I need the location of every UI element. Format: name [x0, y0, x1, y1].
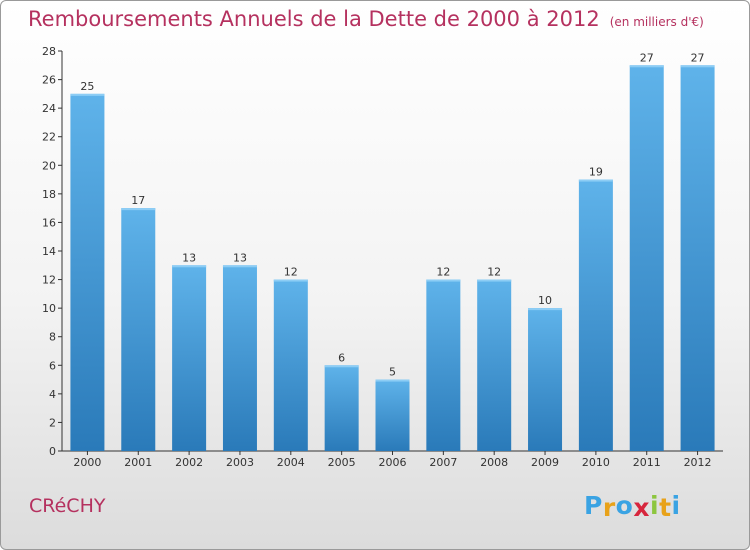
y-tick-label: 4: [49, 388, 56, 401]
bar-2000[interactable]: [70, 93, 105, 451]
bar-top-edge: [375, 379, 410, 382]
data-label-2002: 13: [182, 251, 196, 264]
bar-top-edge: [629, 65, 664, 68]
bar-2003[interactable]: [222, 265, 257, 451]
bar-top-edge: [172, 265, 207, 268]
data-label-2000: 25: [80, 80, 94, 93]
bar-2009[interactable]: [528, 308, 563, 451]
y-tick-label: 2: [49, 416, 56, 429]
y-tick-label: 26: [42, 74, 56, 87]
chart-bars: 25 17 13 13 12 6 5 12 12 10 19 27 27: [70, 51, 715, 452]
x-tick-label: 2009: [531, 456, 559, 469]
x-tick-label: 2005: [328, 456, 356, 469]
bar-2007[interactable]: [426, 279, 461, 451]
bar-top-edge: [70, 93, 105, 96]
data-label-2011: 27: [640, 51, 654, 64]
data-label-2007: 12: [436, 266, 450, 279]
bar-2001[interactable]: [121, 208, 156, 451]
data-label-2010: 19: [589, 166, 603, 179]
chart-subtitle: (en milliers d'€): [609, 15, 704, 29]
y-tick-label: 16: [42, 216, 56, 229]
commune-name: CRéCHY: [29, 495, 106, 517]
x-tick-label: 2007: [429, 456, 457, 469]
y-tick-label: 24: [42, 102, 56, 115]
x-tick-label: 2012: [684, 456, 712, 469]
bar-2010[interactable]: [578, 179, 613, 452]
logo-letter: x: [633, 493, 650, 522]
bar-top-edge: [222, 265, 257, 268]
bar-2011[interactable]: [629, 65, 664, 452]
data-label-2005: 6: [338, 351, 345, 364]
logo-letter: P: [584, 491, 603, 520]
bar-2004[interactable]: [273, 279, 308, 451]
logo-letter: t: [659, 493, 672, 522]
x-tick-label: 2011: [633, 456, 661, 469]
x-tick-label: 2001: [124, 456, 152, 469]
y-tick-label: 6: [49, 359, 56, 372]
chart-title-text: Remboursements Annuels de la Dette de 20…: [28, 7, 600, 31]
x-tick-label: 2006: [379, 456, 407, 469]
x-tick-label: 2000: [73, 456, 101, 469]
data-label-2004: 12: [284, 266, 298, 279]
x-tick-label: 2002: [175, 456, 203, 469]
bar-2002[interactable]: [172, 265, 207, 451]
bar-2008[interactable]: [477, 279, 512, 451]
y-tick-label: 12: [42, 274, 56, 287]
bar-2012[interactable]: [680, 65, 715, 452]
bar-top-edge: [528, 308, 563, 311]
data-label-2012: 27: [691, 51, 705, 64]
y-tick-label: 14: [42, 245, 56, 258]
bar-2005[interactable]: [324, 365, 359, 451]
x-tick-label: 2008: [480, 456, 508, 469]
bar-top-edge: [680, 65, 715, 68]
chart-title: Remboursements Annuels de la Dette de 20…: [28, 7, 704, 31]
bar-top-edge: [273, 279, 308, 282]
x-tick-label: 2010: [582, 456, 610, 469]
logo-letter: r: [602, 493, 616, 522]
x-tick-label: 2004: [277, 456, 305, 469]
logo-letter: o: [615, 491, 634, 520]
data-label-2006: 5: [389, 366, 396, 379]
y-tick-label: 20: [42, 159, 56, 172]
y-tick-label: 8: [49, 331, 56, 344]
bar-top-edge: [578, 179, 613, 182]
logo-letter: i: [650, 491, 660, 520]
logo-letter: i: [671, 491, 681, 520]
bar-top-edge: [121, 208, 156, 211]
data-label-2003: 13: [233, 251, 247, 264]
y-tick-label: 18: [42, 188, 56, 201]
data-label-2008: 12: [487, 266, 501, 279]
data-label-2009: 10: [538, 294, 552, 307]
bar-top-edge: [477, 279, 512, 282]
bar-top-edge: [426, 279, 461, 282]
bar-top-edge: [324, 365, 359, 368]
proxiti-logo[interactable]: Proxiti: [584, 491, 681, 522]
y-tick-label: 10: [42, 302, 56, 315]
x-tick-label: 2003: [226, 456, 254, 469]
bar-2006[interactable]: [375, 379, 410, 451]
y-tick-label: 0: [49, 445, 56, 458]
y-tick-label: 28: [42, 45, 56, 58]
y-tick-label: 22: [42, 131, 56, 144]
data-label-2001: 17: [131, 194, 145, 207]
